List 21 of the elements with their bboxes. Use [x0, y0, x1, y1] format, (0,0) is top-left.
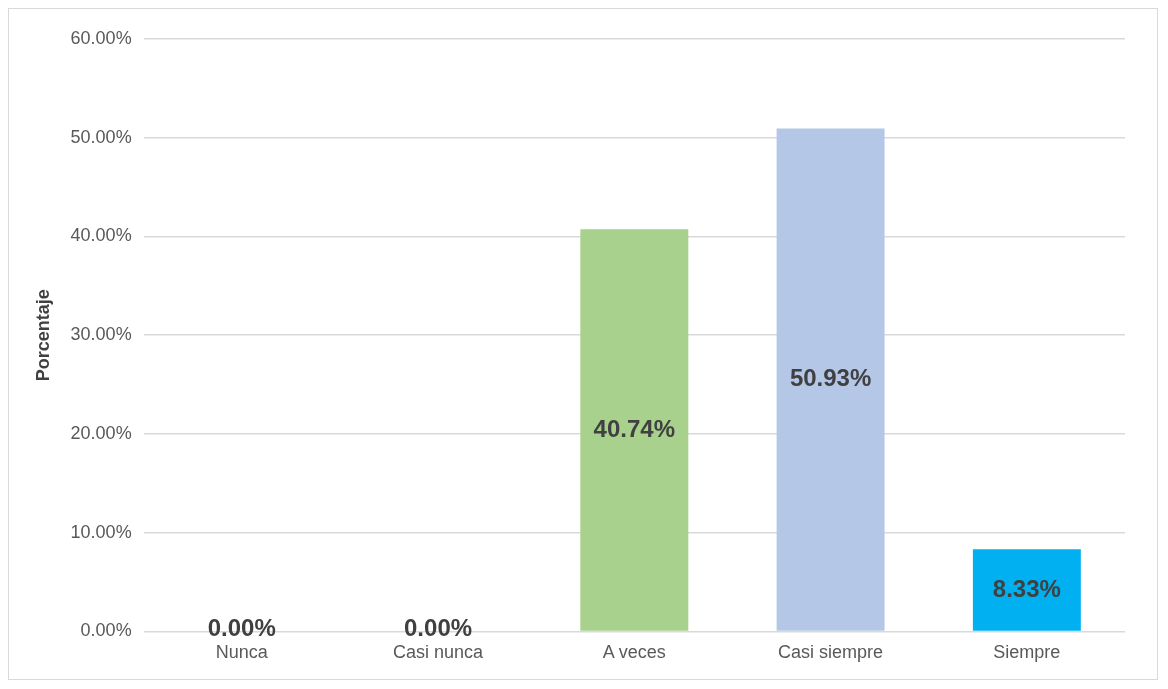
- x-tick-label: Casi siempre: [778, 642, 884, 663]
- data-label: 0.00%: [207, 614, 276, 642]
- data-label: 40.74%: [593, 414, 676, 442]
- y-tick-label: 20.00%: [70, 422, 132, 443]
- y-axis-title: Porcentaje: [32, 289, 53, 382]
- data-label: 8.33%: [992, 574, 1061, 602]
- bar: [776, 128, 885, 631]
- data-label: 0.00%: [404, 614, 473, 642]
- bar: [580, 229, 689, 631]
- data-label: 50.93%: [789, 364, 872, 392]
- y-tick-label: 40.00%: [70, 225, 132, 246]
- y-tick-label: 50.00%: [70, 126, 132, 147]
- bar: [972, 549, 1081, 631]
- x-tick-label: Casi nunca: [393, 642, 485, 663]
- x-tick-label: A veces: [602, 642, 666, 663]
- y-tick-label: 60.00%: [70, 27, 132, 48]
- y-tick-label: 30.00%: [70, 324, 132, 345]
- y-tick-label: 10.00%: [70, 521, 132, 542]
- x-tick-label: Siempre: [993, 642, 1061, 663]
- y-tick-label: 0.00%: [80, 620, 132, 641]
- x-tick-label: Nunca: [215, 642, 269, 663]
